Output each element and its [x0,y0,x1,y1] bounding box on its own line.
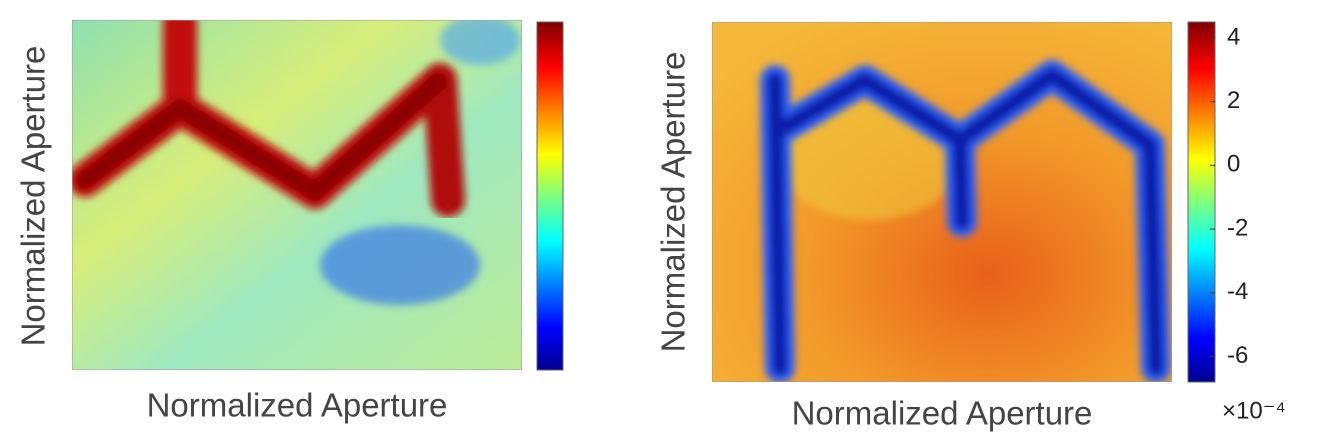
x-label: Normalized Aperture [147,387,448,424]
heatmap-left [72,20,522,370]
x-label: Normalized Aperture [792,395,1093,432]
colorbar-tick-label: 4 [1227,23,1240,50]
colorbar-tick-label: 2 [1227,87,1240,114]
heatmap-right [712,22,1172,382]
colorbar-tick-label: -4 [1227,278,1248,305]
colorbar-tick-label: 0 [1227,151,1240,178]
y-label: Normalized Aperture [655,52,692,353]
colorbar-right [1187,21,1216,383]
colorbar-tick-label: -6 [1227,342,1248,369]
colorbar-tick-label: -2 [1227,214,1248,241]
colorbar-left [536,21,564,371]
y-label: Normalized Aperture [15,46,52,347]
colorbar-multiplier: ×10⁻⁴ [1222,397,1286,424]
